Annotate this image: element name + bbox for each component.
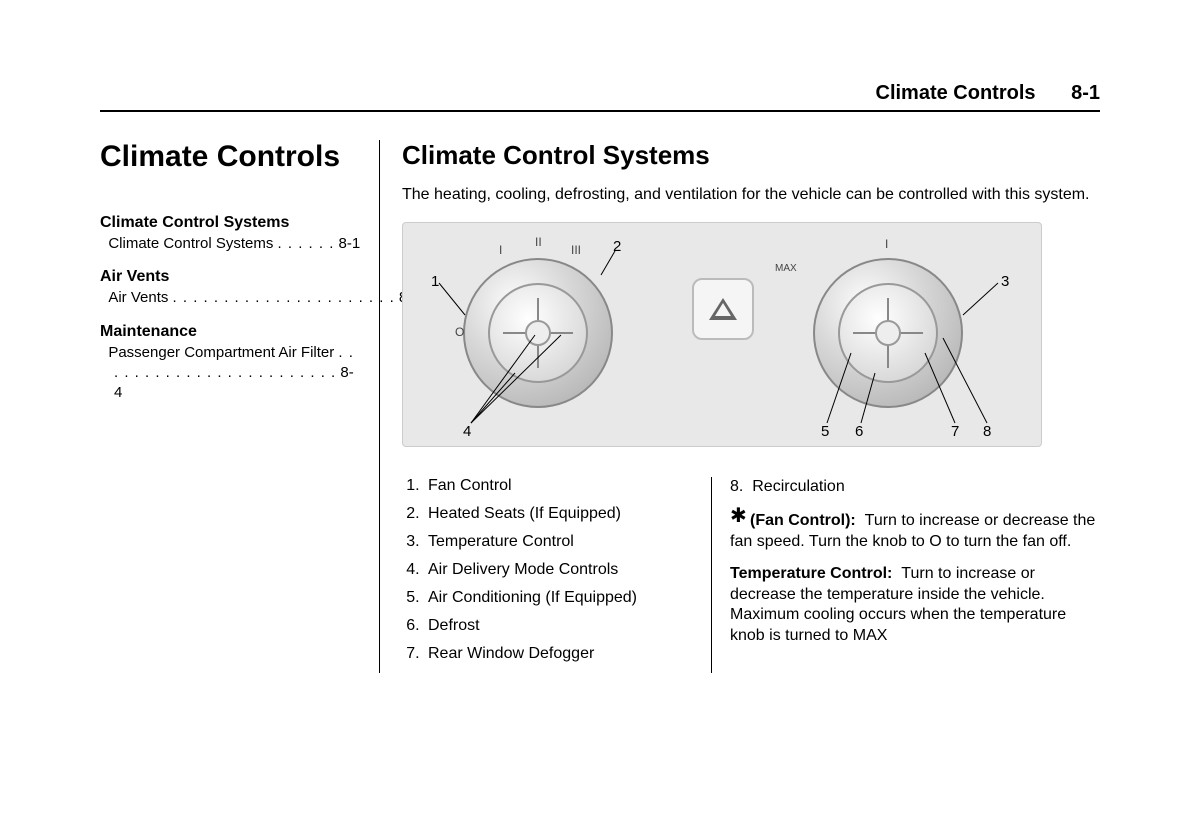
callout-6: 6 bbox=[855, 423, 863, 440]
toc-group: Air Vents Air Vents . . . . . . . . . . … bbox=[100, 268, 361, 308]
description-column: 8. Recirculation (Fan Control): Turn to … bbox=[712, 477, 1100, 673]
callout-2: 2 bbox=[613, 238, 621, 255]
chapter-title: Climate Controls bbox=[100, 140, 361, 174]
temp-label: Temperature Control: bbox=[730, 565, 892, 582]
legend-item: Heated Seats (If Equipped) bbox=[424, 505, 693, 523]
header-page: 8-1 bbox=[1071, 82, 1100, 104]
tick-iii: III bbox=[571, 243, 581, 257]
body-column: Climate Control Systems The heating, coo… bbox=[380, 140, 1100, 673]
fan-dial bbox=[463, 258, 613, 408]
toc-column: Climate Controls Climate Control Systems… bbox=[100, 140, 380, 673]
legend-item: Air Delivery Mode Controls bbox=[424, 561, 693, 579]
toc-entry: Air Vents . . . . . . . . . . . . . . . … bbox=[100, 288, 361, 308]
hazard-button bbox=[692, 278, 754, 340]
tick-ii: II bbox=[535, 235, 542, 249]
temperature-control-para: Temperature Control: Turn to increase or… bbox=[730, 564, 1100, 646]
section-title: Climate Control Systems bbox=[402, 140, 1100, 171]
header-section: Climate Controls bbox=[876, 82, 1036, 104]
lower-columns: Fan Control Heated Seats (If Equipped) Tem… bbox=[402, 477, 1100, 673]
page-content: Climate Controls Climate Control Systems… bbox=[100, 140, 1100, 673]
callout-4: 4 bbox=[463, 423, 471, 440]
tick-r-i: I bbox=[885, 237, 888, 251]
legend-column: Fan Control Heated Seats (If Equipped) Tem… bbox=[402, 477, 712, 673]
legend-item: Fan Control bbox=[424, 477, 693, 495]
toc-group: Maintenance Passenger Compartment Air Fi… bbox=[100, 323, 361, 404]
fan-control-para: (Fan Control): Turn to increase or decre… bbox=[730, 509, 1100, 552]
legend-item: Defrost bbox=[424, 617, 693, 635]
toc-group: Climate Control Systems Climate Control … bbox=[100, 214, 361, 254]
toc-heading: Air Vents bbox=[100, 268, 361, 286]
callout-5: 5 bbox=[821, 423, 829, 440]
max-label: MAX bbox=[775, 263, 797, 274]
legend-item: Air Conditioning (If Equipped) bbox=[424, 589, 693, 607]
callout-7: 7 bbox=[951, 423, 959, 440]
fan-label: (Fan Control): bbox=[750, 512, 856, 529]
toc-entry: Passenger Compartment Air Filter . . . .… bbox=[100, 343, 361, 404]
fan-icon bbox=[730, 509, 748, 527]
toc-heading: Maintenance bbox=[100, 323, 361, 341]
callout-8: 8 bbox=[983, 423, 991, 440]
running-header: Climate Controls 8-1 bbox=[876, 82, 1101, 105]
temperature-dial bbox=[813, 258, 963, 408]
tick-i: I bbox=[499, 243, 502, 257]
callout-3: 3 bbox=[1001, 273, 1009, 290]
legend-item: Rear Window Defogger bbox=[424, 645, 693, 663]
callout-1: 1 bbox=[431, 273, 439, 290]
tick-o: O bbox=[455, 325, 464, 339]
legend-8-text: Recirculation bbox=[752, 478, 844, 495]
header-rule bbox=[100, 110, 1100, 112]
legend-item: Temperature Control bbox=[424, 533, 693, 551]
climate-control-diagram: MAX O I II III I 1 2 3 4 5 6 7 8 bbox=[402, 222, 1042, 447]
intro-paragraph: The heating, cooling, defrosting, and ve… bbox=[402, 185, 1100, 206]
toc-heading: Climate Control Systems bbox=[100, 214, 361, 232]
legend-item-8: 8. Recirculation bbox=[730, 477, 1100, 497]
legend-list: Fan Control Heated Seats (If Equipped) Tem… bbox=[402, 477, 693, 663]
toc-entry: Climate Control Systems . . . . . . 8-1 bbox=[100, 234, 361, 254]
